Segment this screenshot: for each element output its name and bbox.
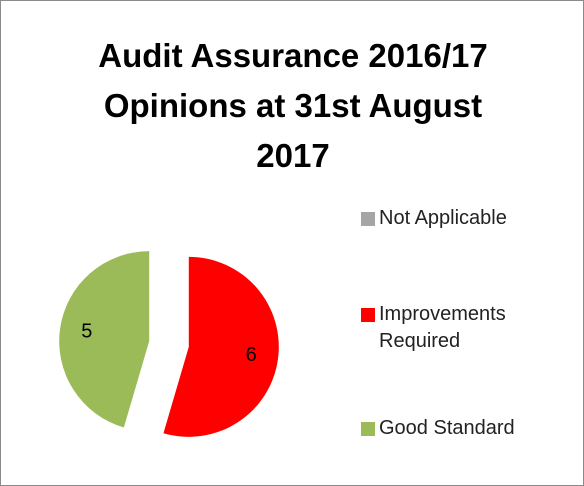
chart-title: Audit Assurance 2016/17 Opinions at 31st… <box>98 37 488 174</box>
pie-slice <box>163 256 279 437</box>
pie-slice <box>59 251 150 428</box>
legend-label: Improvements Required <box>379 303 506 352</box>
legend-label: Good Standard <box>379 417 515 439</box>
legend-item: Good Standard <box>361 415 539 442</box>
legend-item: Improvements Required <box>361 301 539 355</box>
legend-item: Not Applicable <box>361 205 539 232</box>
data-label: 5 <box>81 320 92 342</box>
legend-label: Not Applicable <box>379 207 507 229</box>
data-label: 6 <box>246 344 257 366</box>
legend-swatch <box>361 212 375 226</box>
legend-swatch <box>361 308 375 322</box>
legend-swatch <box>361 422 375 436</box>
